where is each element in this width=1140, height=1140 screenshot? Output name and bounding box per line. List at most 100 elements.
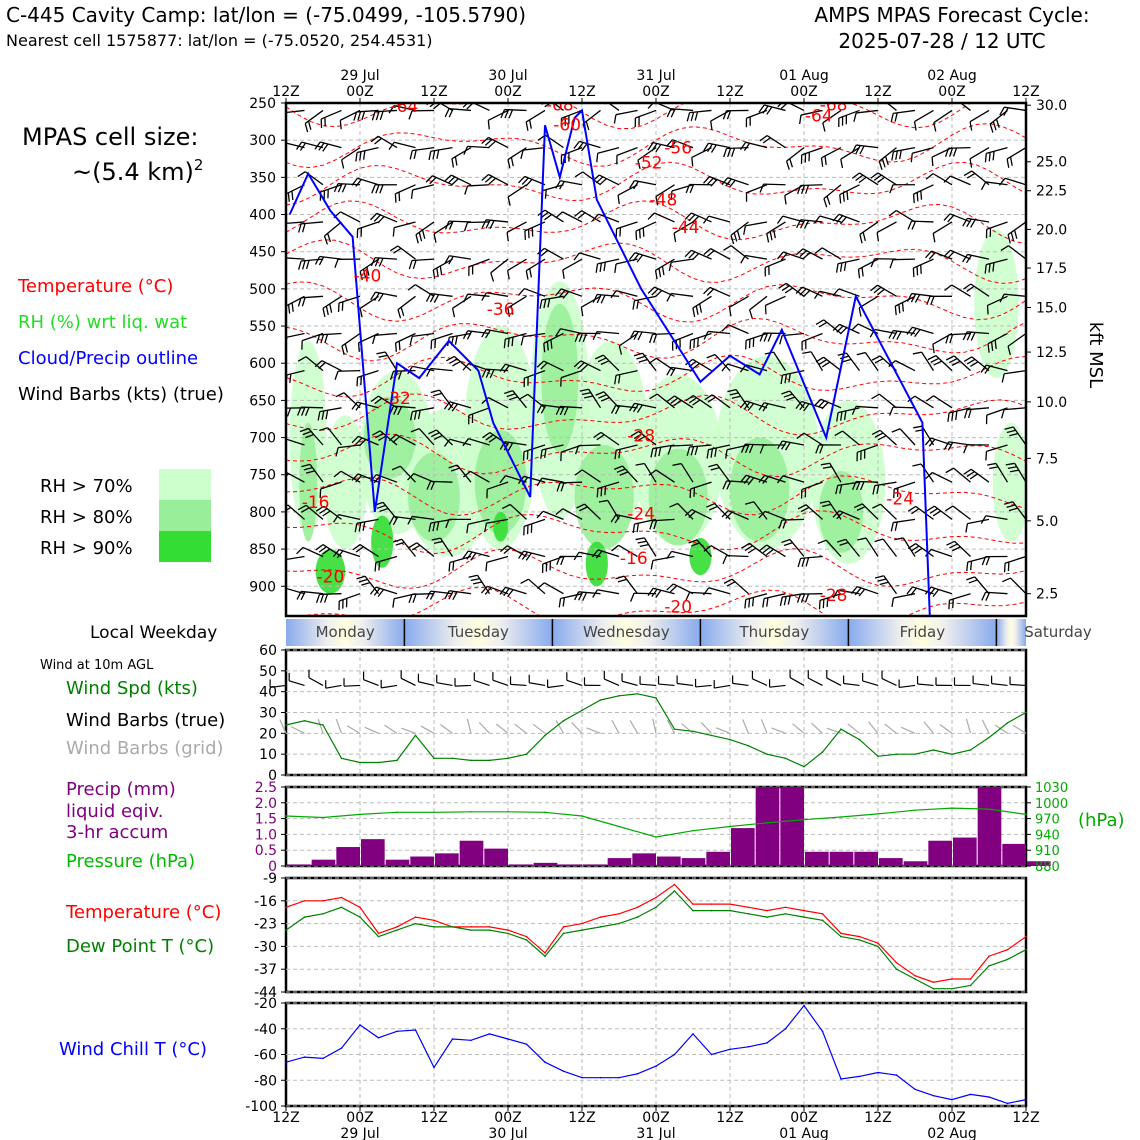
pressure-line-point [544, 811, 546, 814]
wind-barb [468, 258, 490, 268]
wind-barb-true [621, 680, 638, 686]
wind-barb-flag [836, 412, 839, 422]
wind-barb-flag [748, 598, 751, 608]
wind-barb [418, 428, 435, 446]
wind-barb-flag [355, 152, 358, 162]
wind-barb [951, 284, 971, 297]
rh90-swatch [159, 531, 211, 562]
wind-barb-flag [409, 411, 413, 421]
wind-barb-flag [370, 135, 379, 143]
windchill-line-point [562, 1070, 565, 1073]
wind-barb-flag [856, 351, 866, 356]
wind-barb-grid [335, 719, 343, 734]
wind-barb-flag [316, 334, 321, 344]
wind-barb-flag [945, 355, 955, 361]
wind-barb-flag [559, 181, 565, 190]
temperature-contour-label: -16 [620, 549, 648, 569]
wind-barb [635, 221, 657, 232]
date-label: 31 Jul [636, 68, 675, 84]
wind-barb-true [474, 679, 490, 686]
wind-barb-flag [301, 507, 310, 513]
wind-barb-flag [536, 360, 545, 368]
wind-barb-flag [818, 359, 828, 365]
wind-barb [384, 351, 398, 371]
wind-barb [559, 481, 583, 484]
time-tick-label: 12Z [1012, 1110, 1039, 1126]
wind-barb-flag [638, 358, 648, 363]
wind-barb-flag [373, 587, 381, 596]
temperature-line-point [433, 919, 435, 922]
windchill-line-point [451, 1038, 454, 1040]
wind-barb [433, 221, 453, 235]
wind-speed-line-point [599, 699, 602, 701]
wind-barb [523, 332, 546, 338]
wind-barb-flag [519, 393, 528, 400]
wind-barb-flag [913, 425, 923, 429]
wind-barb [305, 356, 324, 372]
wind-panel-ytick-label: 40 [259, 685, 277, 701]
wind-barb-flag [926, 505, 935, 512]
windchill-panel-ytick-label: -40 [254, 1022, 277, 1038]
wind-barb-flag [851, 406, 857, 415]
wind-barb-flag [636, 404, 643, 413]
temperature-line-point [969, 978, 972, 980]
wind-barb-flag [520, 149, 524, 159]
wind-barb-flag [995, 118, 1000, 128]
wind-barb-flag [371, 430, 381, 436]
wind-barb-flag [998, 177, 1006, 186]
wind-barb-flag [389, 370, 395, 380]
wind-barb-flag [421, 229, 426, 239]
windchill-line-point [377, 1036, 380, 1039]
pressure-line-point [988, 808, 990, 810]
dewpoint-line-point [377, 935, 380, 938]
wind-barb-flag [351, 177, 359, 186]
wind-barb-flag [969, 561, 973, 571]
wind-speed-line-point [784, 757, 787, 760]
wind-barb-true [917, 683, 934, 687]
wind-barb-grid [700, 722, 712, 734]
wind-barb-flag [832, 288, 840, 297]
wind-barb [655, 357, 675, 372]
wind-barb-flag [688, 539, 698, 544]
wind-barb-flag [695, 305, 699, 315]
dewpoint-line-point [451, 926, 454, 928]
temperature-line-point [377, 932, 380, 935]
wind-barb [753, 501, 768, 520]
wind-barb-flag [1004, 426, 1014, 430]
wind-barb-flag [366, 266, 370, 276]
wind-barb-flag [874, 538, 884, 543]
wind-barb [327, 427, 343, 446]
wind-barb [652, 555, 675, 562]
wind-barb-flag [966, 285, 975, 292]
wind-barb-flag [481, 137, 489, 145]
wind-barb [823, 184, 842, 200]
precip-bar [854, 851, 878, 866]
wind-barb-flag [319, 508, 328, 515]
wind-barb [680, 463, 694, 483]
wind-barb-flag [389, 245, 399, 252]
wind-speed-line-point [488, 759, 491, 762]
wind-barb-flag [371, 335, 376, 345]
time-tick-label: 12Z [272, 1110, 299, 1126]
temperature-contour [286, 239, 1026, 284]
wind-barb-flag [325, 305, 329, 316]
wind-barb-flag [877, 288, 885, 296]
wind-barb [321, 360, 342, 372]
wind-barb-flag [743, 401, 751, 410]
wind-barb-flag [878, 161, 883, 171]
temp-panel-ytick-label: -23 [254, 917, 277, 933]
wind-barb-flag [658, 268, 662, 278]
wind-barb-flag [429, 293, 436, 303]
wind-barb [394, 141, 416, 149]
wind-barb-grid [867, 721, 879, 734]
wind-barb [692, 295, 712, 309]
wind-barb-flag [499, 475, 506, 484]
wind-barb-flag [888, 209, 897, 217]
kft-tick-label: 20.0 [1036, 222, 1067, 238]
wind-barb [597, 330, 620, 335]
wind-barb-flag [598, 499, 608, 503]
temperature-line-point [285, 906, 287, 909]
wind-barb-flag [710, 144, 717, 153]
wind-barb-flag [708, 505, 718, 511]
wind-barb-flag [832, 323, 840, 332]
